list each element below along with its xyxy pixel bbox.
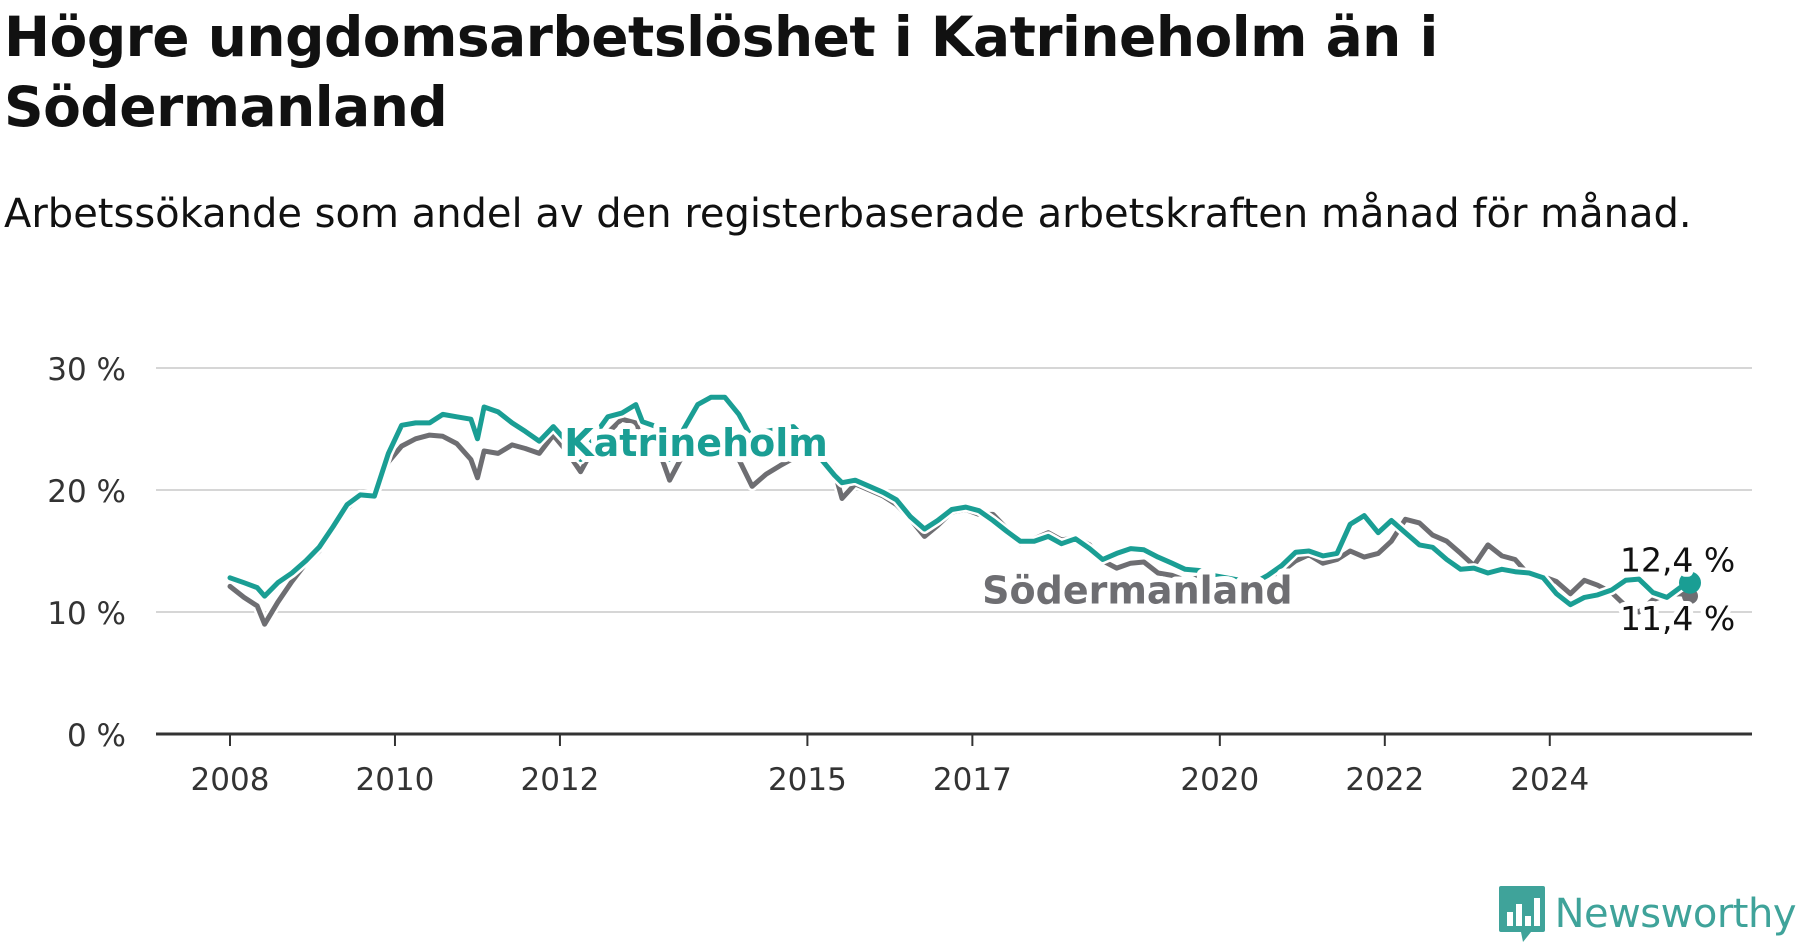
series-labels: KatrineholmKatrineholmSödermanlandSöderm… [558,415,1740,643]
end-value-label-sodermanland-halo: 11,4 % [1620,599,1735,638]
end-value-label-katrineholm: 12,4 % [1620,541,1735,580]
y-tick-label: 30 % [47,352,126,388]
series-label-katrineholm: Katrineholm [564,421,828,465]
chart-subtitle: Arbetssökande som andel av den registerb… [4,191,1692,237]
y-tick-label: 0 % [67,718,126,754]
x-tick-label: 2015 [768,762,847,798]
series-label-sodermanland: Södermanland [982,568,1292,612]
series-lines [225,392,1701,630]
brand-name: Newsworthy [1554,891,1797,937]
series-line-katrineholm [227,394,1693,608]
gridlines [156,367,1752,613]
end-value-label-katrineholm-halo: 12,4 % [1620,541,1735,580]
x-tick-label: 2022 [1345,762,1424,798]
brand-logo: Newsworthy [1497,884,1797,944]
x-tick-label: 2010 [356,762,435,798]
axes: 0 % 10 % 20 % 30 % 2008 2010 2012 2015 2017 2020 2… [47,352,1752,798]
y-tick-label: 10 % [47,596,126,632]
chart-title: Högre ungdomsarbetslöshet i Katrineholm … [4,5,1438,139]
series-halo-katrineholm [225,392,1695,610]
x-tick-label: 2020 [1180,762,1259,798]
series-halo-s-dermanland [225,414,1695,630]
y-tick-label: 20 % [47,474,126,510]
series-label-katrineholm-halo: Katrineholm [564,421,828,465]
x-tick-label: 2017 [933,762,1012,798]
x-tick-label: 2024 [1510,762,1589,798]
x-tick-label: 2008 [191,762,270,798]
end-value-label-sodermanland: 11,4 % [1620,599,1735,638]
series-end-marker-katrineholm [1679,571,1701,594]
series-label-sodermanland-halo: Södermanland [982,568,1292,612]
bar-chart-speech-icon [1498,886,1545,942]
x-tick-label: 2012 [520,762,599,798]
series-line-s-dermanland [227,416,1693,627]
